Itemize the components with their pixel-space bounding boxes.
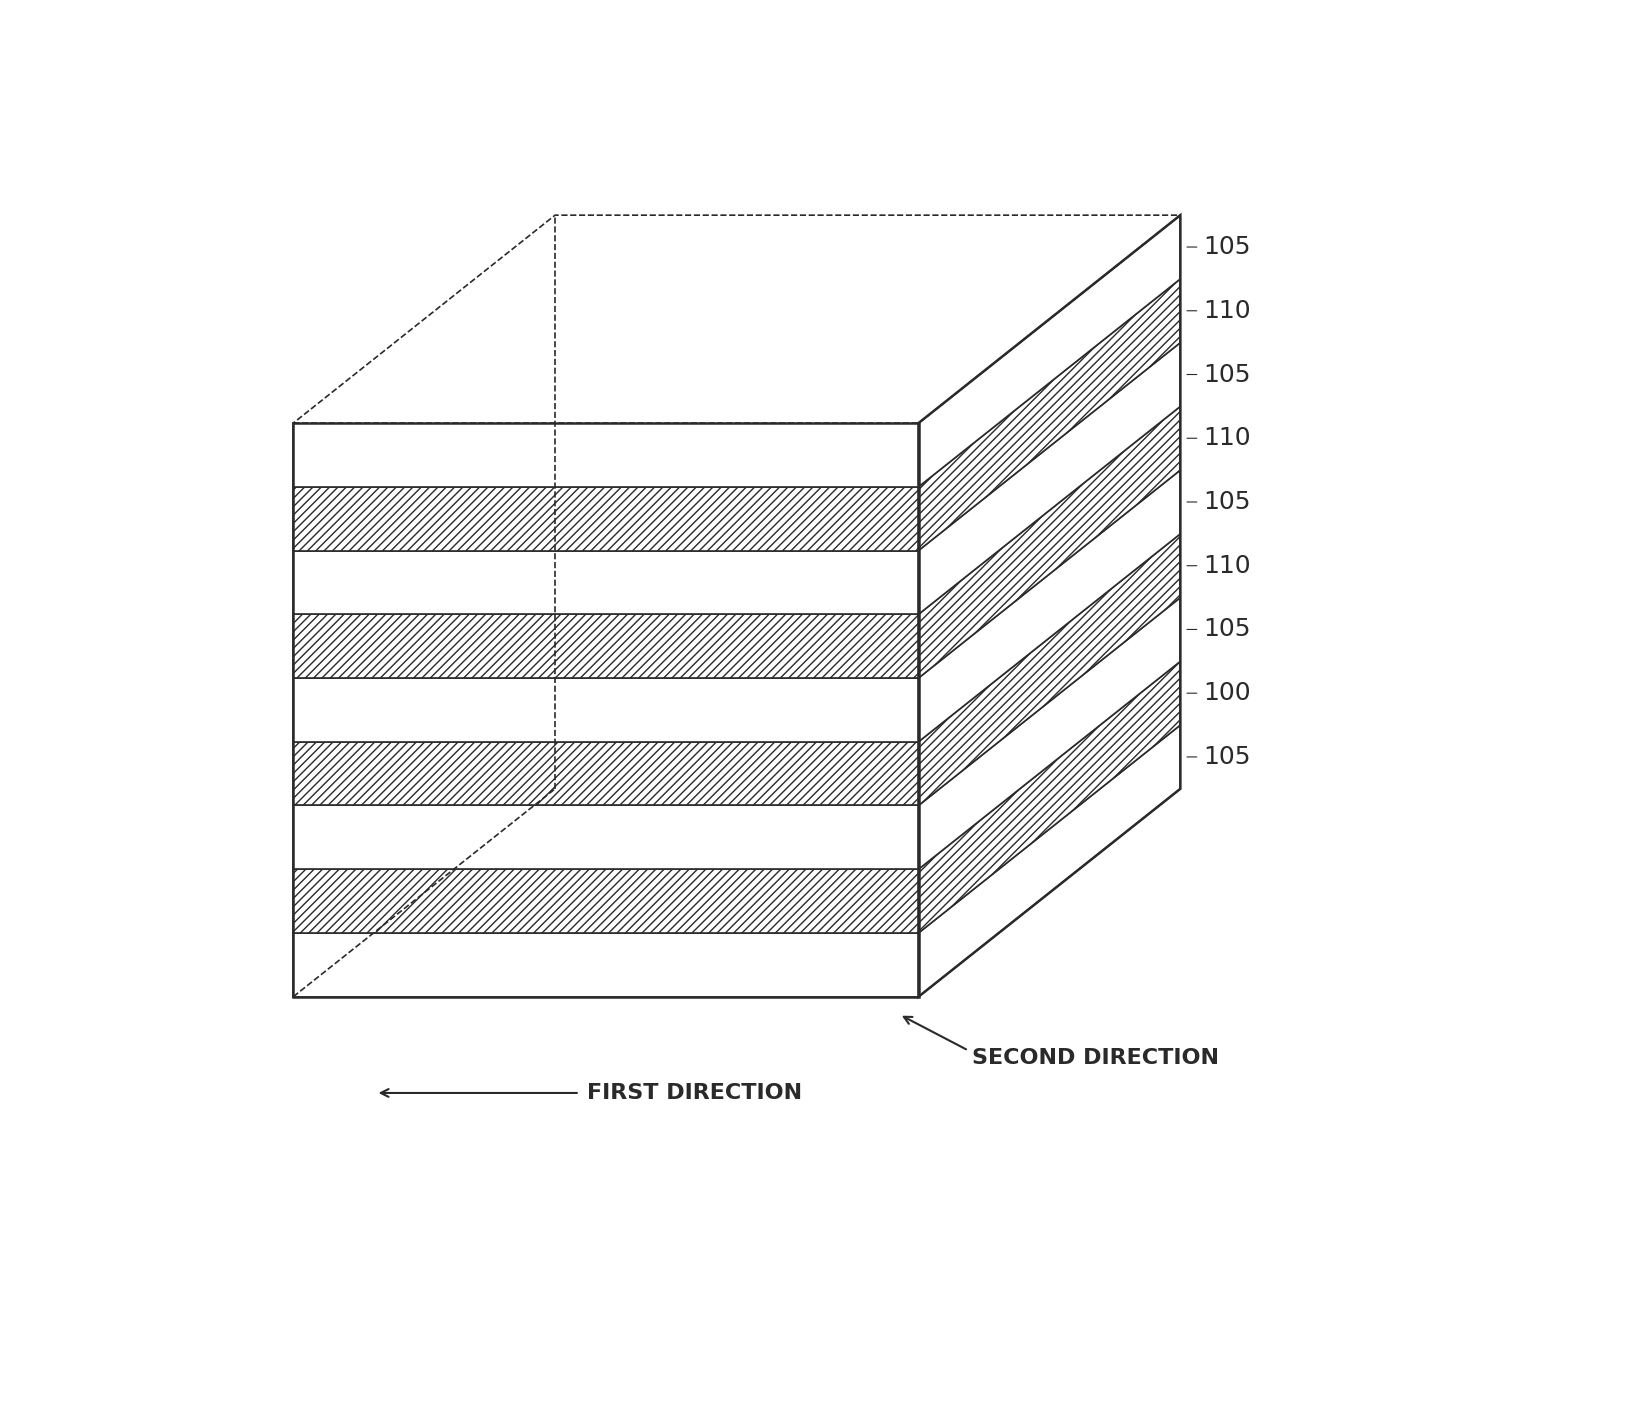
Text: 105: 105 <box>1203 362 1251 387</box>
Polygon shape <box>918 662 1180 934</box>
Polygon shape <box>293 934 918 997</box>
Polygon shape <box>918 534 1180 805</box>
Text: 105: 105 <box>1203 235 1251 259</box>
Text: 100: 100 <box>1203 681 1251 705</box>
Polygon shape <box>293 742 918 805</box>
Text: FIRST DIRECTION: FIRST DIRECTION <box>587 1083 803 1102</box>
Polygon shape <box>293 487 918 551</box>
Text: 105: 105 <box>1203 745 1251 769</box>
Text: SECOND DIRECTION: SECOND DIRECTION <box>972 1049 1220 1069</box>
Text: 110: 110 <box>1203 553 1251 577</box>
Text: 110: 110 <box>1203 427 1251 451</box>
Text: 105: 105 <box>1203 618 1251 642</box>
Polygon shape <box>293 215 1180 422</box>
Polygon shape <box>293 422 918 487</box>
Polygon shape <box>293 805 918 869</box>
Text: 105: 105 <box>1203 490 1251 514</box>
Polygon shape <box>918 407 1180 679</box>
Polygon shape <box>918 725 1180 997</box>
Polygon shape <box>918 215 1180 487</box>
Polygon shape <box>293 679 918 742</box>
Polygon shape <box>293 614 918 679</box>
Polygon shape <box>918 597 1180 869</box>
Polygon shape <box>293 551 918 614</box>
Polygon shape <box>918 279 1180 551</box>
Polygon shape <box>918 342 1180 614</box>
Polygon shape <box>293 869 918 934</box>
Polygon shape <box>918 470 1180 742</box>
Text: 110: 110 <box>1203 298 1251 322</box>
